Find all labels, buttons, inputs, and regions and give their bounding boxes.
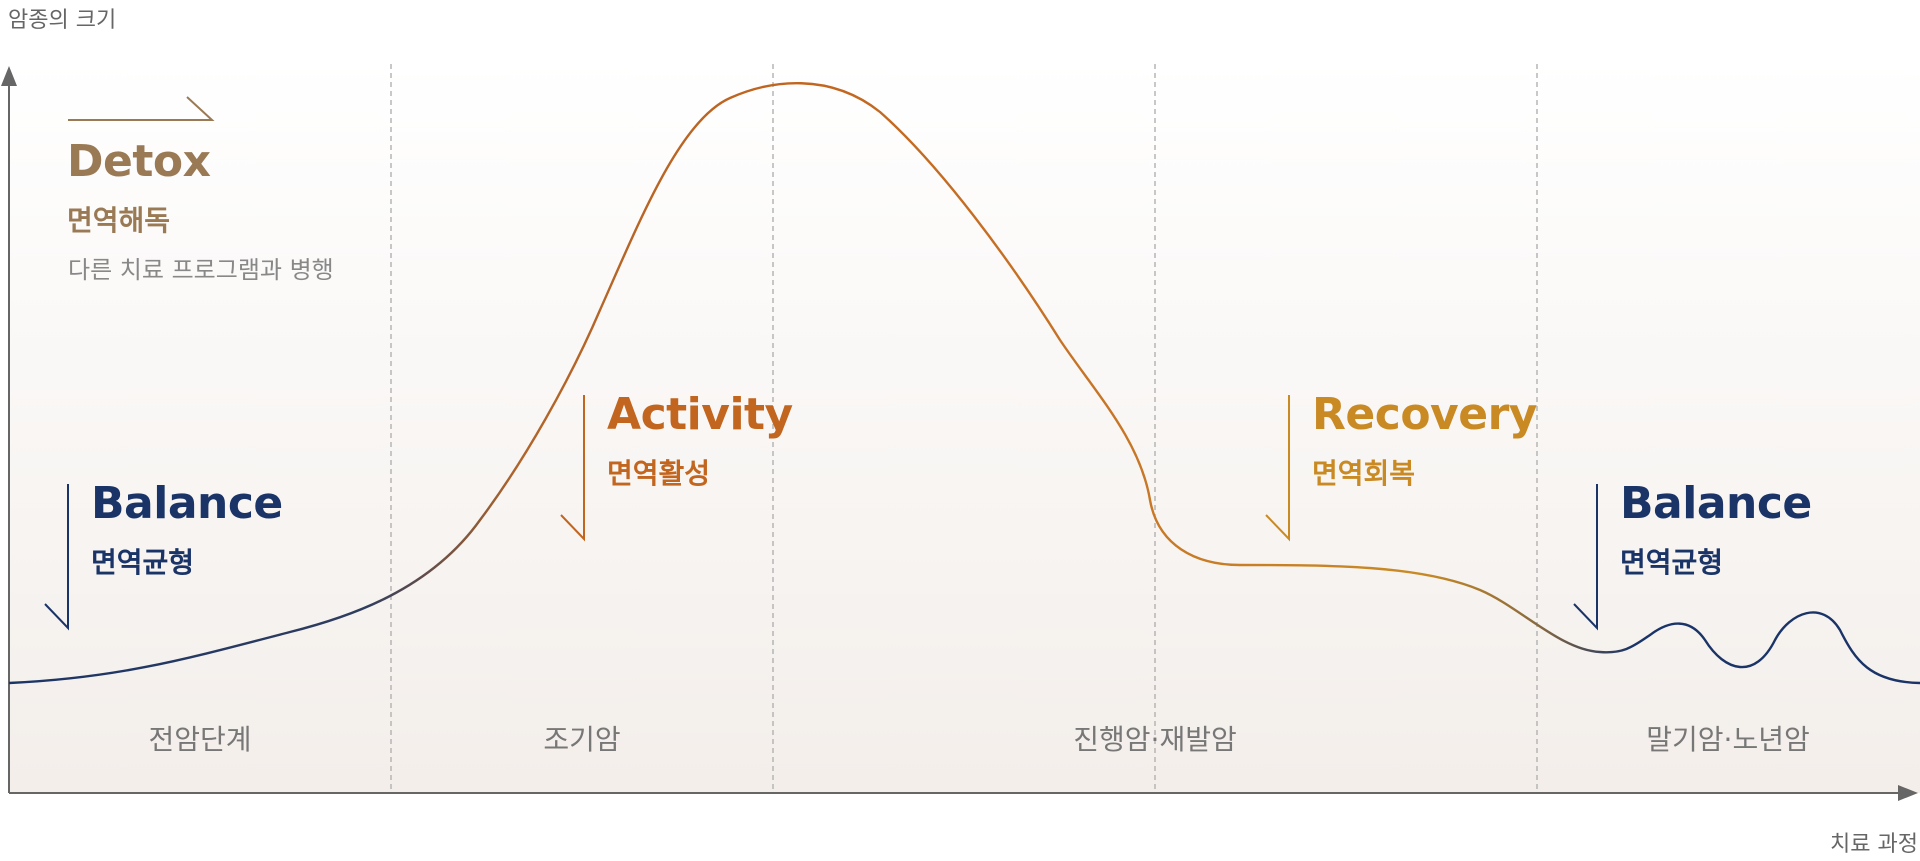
stage-label-advanced: 진행암·재발암 <box>1073 723 1237 756</box>
recovery-title: Recovery <box>1312 389 1537 440</box>
x-axis-label: 치료 과정 <box>1830 832 1918 857</box>
balance-left-rest: alance <box>124 478 283 529</box>
activity-initial: A <box>607 389 641 440</box>
recovery-initial: R <box>1312 389 1346 440</box>
balance-right-initial: B <box>1620 478 1654 529</box>
balance-down-arrow-icon <box>1573 484 1598 631</box>
recovery-down-arrow-icon <box>1265 395 1290 542</box>
y-axis-label: 암종의 크기 <box>8 8 117 33</box>
balance-down-arrow-icon <box>44 484 69 631</box>
stage-label-early: 조기암 <box>543 723 621 756</box>
y-axis-arrow-icon <box>1 66 17 86</box>
activity-subtitle: 면역활성 <box>607 457 711 490</box>
recovery-subtitle: 면역회복 <box>1312 457 1416 490</box>
balance-left-initial: B <box>91 478 125 529</box>
detox-title: Detox <box>67 136 211 187</box>
detox-subtitle: 면역해독 <box>67 204 171 237</box>
chart-background <box>9 60 1920 793</box>
x-axis-arrow-icon <box>1898 785 1918 801</box>
balance-right-title: Balance <box>1620 478 1812 529</box>
detox-rest: etox <box>103 136 211 187</box>
balance-left-subtitle: 면역균형 <box>91 546 195 579</box>
stage-label-precancer: 전암단계 <box>148 723 252 756</box>
activity-rest: ctivity <box>640 389 794 440</box>
activity-down-arrow-icon <box>560 395 585 542</box>
stage-label-terminal: 말기암·노년암 <box>1646 723 1810 756</box>
balance-right-rest: alance <box>1653 478 1812 529</box>
balance-right-subtitle: 면역균형 <box>1620 546 1724 579</box>
detox-description: 다른 치료 프로그램과 병행 <box>68 256 334 284</box>
balance-left-title: Balance <box>91 478 283 529</box>
detox-initial: D <box>67 136 104 187</box>
activity-title: Activity <box>607 389 793 440</box>
tumor-size-curve <box>8 82 1920 685</box>
recovery-rest: ecovery <box>1345 389 1537 440</box>
detox-arrow-icon <box>68 96 215 121</box>
